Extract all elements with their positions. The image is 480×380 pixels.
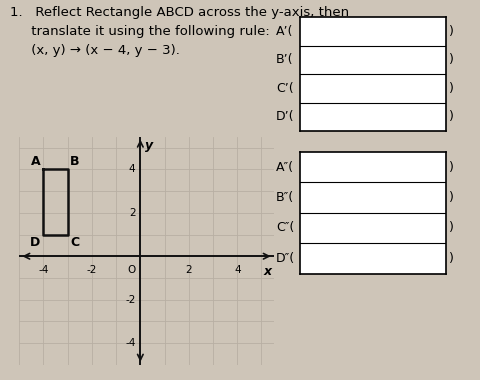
Text: ): ) [449,222,454,234]
Text: 4: 4 [129,165,135,174]
Text: ): ) [449,191,454,204]
Text: ): ) [449,252,454,265]
Text: -2: -2 [125,294,135,305]
Text: -4: -4 [38,265,48,275]
Text: C: C [70,236,79,249]
Text: D″(: D″( [276,252,295,265]
Text: -4: -4 [125,338,135,348]
Text: D’(: D’( [276,110,295,124]
Text: A’(: A’( [276,25,293,38]
Text: B″(: B″( [276,191,294,204]
Text: B’(: B’( [276,53,293,66]
Text: ): ) [449,53,454,66]
Text: 2: 2 [129,208,135,218]
Text: 2: 2 [185,265,192,275]
Text: y: y [145,139,153,152]
Text: translate it using the following rule:: translate it using the following rule: [10,25,269,38]
Text: 1.   Reflect Rectangle ABCD across the y-axis, then: 1. Reflect Rectangle ABCD across the y-a… [10,6,349,19]
Text: C″(: C″( [276,222,294,234]
Text: ): ) [449,82,454,95]
Text: D: D [30,236,40,249]
Text: x: x [263,265,271,278]
Text: ): ) [449,161,454,174]
Text: ): ) [449,110,454,124]
Text: -2: -2 [87,265,97,275]
Text: A″(: A″( [276,161,294,174]
Text: O: O [128,265,136,275]
Text: A: A [31,155,40,168]
Text: 4: 4 [234,265,240,275]
Text: (x, y) → (x − 4, y − 3).: (x, y) → (x − 4, y − 3). [10,44,180,57]
Text: B: B [70,155,80,168]
Text: C’(: C’( [276,82,294,95]
Text: ): ) [449,25,454,38]
